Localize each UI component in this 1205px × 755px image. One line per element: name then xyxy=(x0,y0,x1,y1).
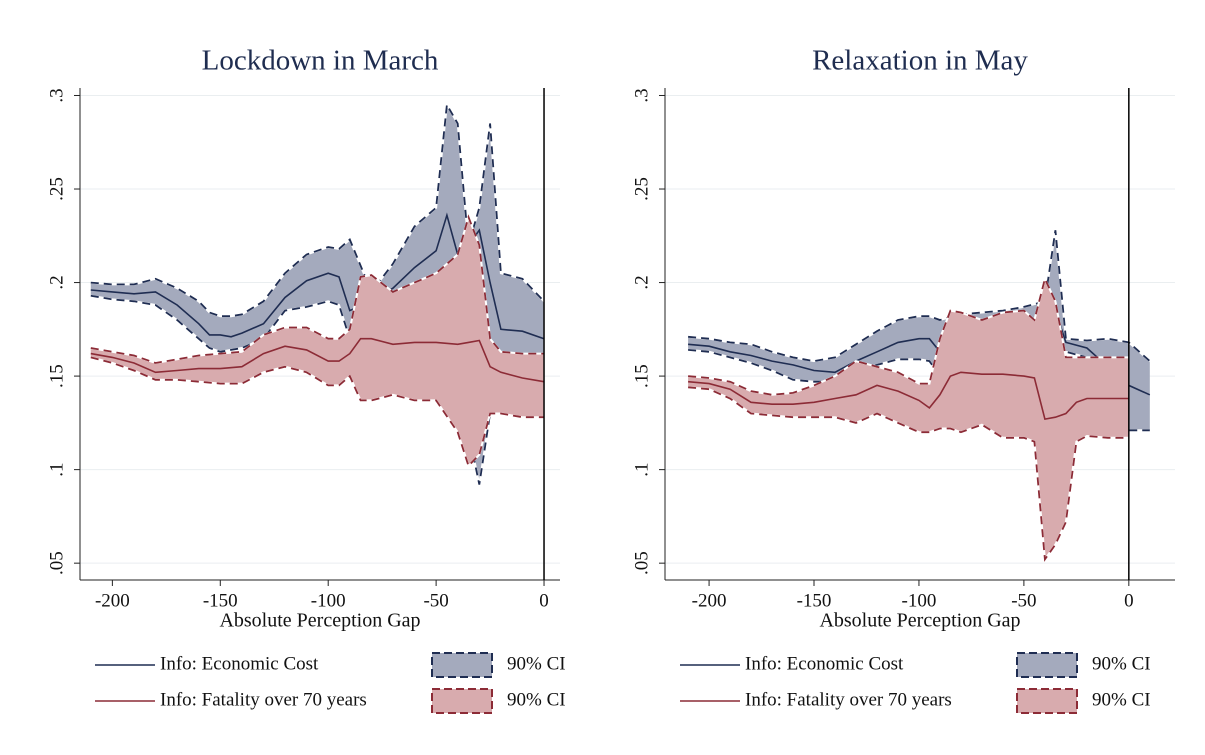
y-tick-label: .2 xyxy=(46,275,67,289)
x-axis-label: Absolute Perception Gap xyxy=(819,610,1020,632)
x-tick-label: -100 xyxy=(311,590,346,611)
line xyxy=(688,371,1129,421)
legend-band xyxy=(1016,652,1078,678)
y-tick-label: .25 xyxy=(631,177,652,201)
y-tick-label: .15 xyxy=(46,364,67,388)
y-tick-label: .05 xyxy=(631,551,652,575)
x-tick-label: -50 xyxy=(1011,590,1036,611)
ci-lower xyxy=(688,386,1129,562)
x-tick-label: -200 xyxy=(95,590,130,611)
y-tick-label: .1 xyxy=(631,463,652,477)
legend-label: Info: Economic Cost xyxy=(745,653,904,674)
ci-upper xyxy=(90,214,544,364)
y-tick-label: .2 xyxy=(631,275,652,289)
x-tick-label: 0 xyxy=(1124,590,1134,611)
chart-title: Lockdown in March xyxy=(202,45,439,77)
legend-label: 90% CI xyxy=(1092,689,1151,710)
legend-band xyxy=(431,688,493,714)
legend-label: 90% CI xyxy=(1092,653,1151,674)
legend-label: Info: Fatality over 70 years xyxy=(745,689,952,710)
chart-title: Relaxation in May xyxy=(812,45,1028,77)
x-tick-label: -50 xyxy=(423,590,448,611)
ci-band xyxy=(688,278,1129,560)
x-tick-label: 0 xyxy=(539,590,549,611)
legend-label: Info: Fatality over 70 years xyxy=(160,689,367,710)
y-tick-label: .1 xyxy=(46,463,67,477)
ci-lower xyxy=(688,346,1150,432)
y-tick-label: .15 xyxy=(631,364,652,388)
panel: Relaxation in May .05 .1 .15 .2 .25 .3 -200 -150… xyxy=(631,45,1175,714)
ci-upper xyxy=(90,101,545,318)
y-tick-label: .25 xyxy=(46,177,67,201)
ci-lower xyxy=(90,356,544,468)
legend-band xyxy=(1016,688,1078,714)
ci-upper xyxy=(688,276,1129,396)
legend-label: Info: Economic Cost xyxy=(160,653,319,674)
ci-upper xyxy=(688,230,1151,363)
x-tick-label: -100 xyxy=(902,590,937,611)
x-tick-label: -200 xyxy=(692,590,727,611)
y-tick-label: .3 xyxy=(46,88,67,102)
ci-band xyxy=(90,104,545,485)
x-tick-label: -150 xyxy=(797,590,832,611)
x-tick-label: -150 xyxy=(203,590,238,611)
x-axis-label: Absolute Perception Gap xyxy=(219,610,420,632)
legend-band xyxy=(431,652,493,678)
legend-label: 90% CI xyxy=(507,689,566,710)
line xyxy=(688,308,1151,396)
line xyxy=(90,337,545,383)
panel: Lockdown in March .05 .1 .15 .2 .25 .3 -200 -150… xyxy=(46,45,566,714)
y-tick-label: .05 xyxy=(46,551,67,575)
legend-label: 90% CI xyxy=(507,653,566,674)
y-tick-label: .3 xyxy=(631,88,652,102)
ci-band xyxy=(90,217,545,466)
